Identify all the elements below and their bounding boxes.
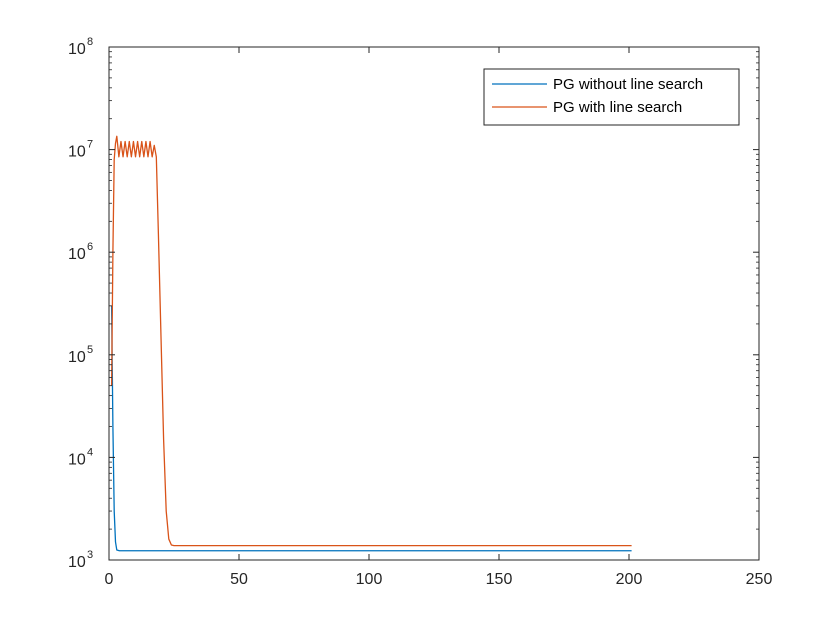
x-tick-label: 0 bbox=[105, 571, 114, 588]
x-tick-label: 50 bbox=[230, 571, 248, 588]
y-tick-label: 10 8 bbox=[68, 36, 93, 58]
axes-box bbox=[108, 46, 760, 561]
y-tick-exponent: 3 bbox=[87, 549, 93, 561]
y-tick-label: 10 3 bbox=[68, 549, 93, 571]
series-line-2 bbox=[110, 135, 632, 547]
x-tick-label: 250 bbox=[746, 571, 773, 588]
legend-box bbox=[483, 68, 740, 126]
y-tick-exponent: 6 bbox=[87, 241, 93, 253]
y-tick-exponent: 8 bbox=[87, 36, 93, 48]
y-tick-exponent: 4 bbox=[87, 446, 93, 458]
y-tick-exponent: 7 bbox=[87, 139, 93, 151]
y-tick-base: 10 bbox=[68, 451, 86, 468]
y-tick-label: 10 5 bbox=[68, 344, 93, 366]
series-layer bbox=[110, 135, 632, 552]
legend-label-2: PG with line search bbox=[553, 99, 682, 116]
x-tick-label: 200 bbox=[616, 571, 643, 588]
y-tick-label: 10 6 bbox=[68, 241, 93, 263]
y-tick-base: 10 bbox=[68, 144, 86, 161]
y-tick-base: 10 bbox=[68, 349, 86, 366]
plot-area bbox=[109, 47, 759, 560]
legend: PG without line search PG with line searc… bbox=[483, 68, 740, 126]
y-tick-base: 10 bbox=[68, 41, 86, 58]
series-line-1 bbox=[110, 305, 632, 552]
x-tick-label: 100 bbox=[356, 571, 383, 588]
x-tick-label: 150 bbox=[486, 571, 513, 588]
y-tick-base: 10 bbox=[68, 246, 86, 263]
y-tick-exponent: 5 bbox=[87, 344, 93, 356]
legend-label-1: PG without line search bbox=[553, 76, 703, 93]
y-tick-base: 10 bbox=[68, 554, 86, 571]
y-tick-label: 10 4 bbox=[68, 446, 93, 468]
y-tick-label: 10 7 bbox=[68, 139, 93, 161]
